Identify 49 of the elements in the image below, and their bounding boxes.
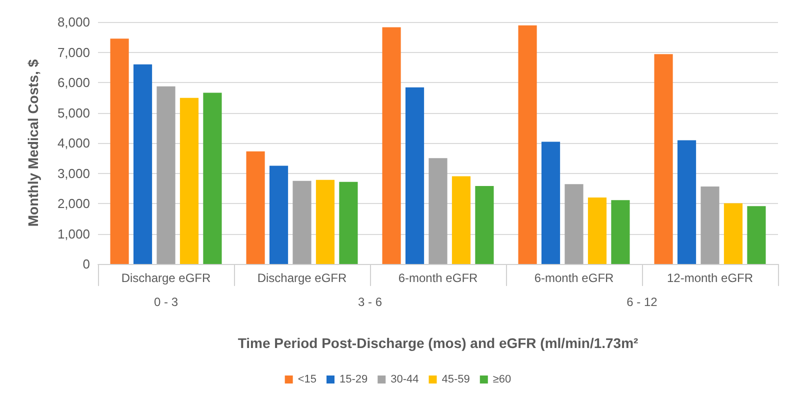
bar: [518, 25, 537, 264]
bar: [203, 92, 222, 264]
bar: [156, 86, 176, 264]
legend-label: 15-29: [339, 374, 368, 386]
x-tick-label: 12-month eGFR: [666, 271, 754, 285]
bar: [588, 197, 607, 264]
bar: [677, 140, 696, 264]
y-tick-label: 8,000: [57, 14, 90, 30]
legend-label: <15: [298, 374, 317, 386]
bar: [382, 27, 401, 264]
bar: [405, 87, 424, 264]
x-tick-label: Discharge eGFR: [257, 271, 348, 285]
text: 6 - 12: [626, 295, 658, 309]
text: 3 - 6: [358, 295, 382, 309]
bar: [339, 182, 358, 264]
bar: [292, 180, 312, 264]
bar: [452, 176, 471, 264]
bar: [654, 54, 673, 264]
bar: [269, 166, 288, 264]
y-tick-label: 0: [82, 256, 90, 272]
bar: [747, 206, 766, 264]
bar: [110, 38, 129, 264]
bar: [428, 158, 448, 264]
y-axis-title: Monthly Medical Costs, $: [25, 59, 41, 227]
y-tick-label: 7,000: [57, 44, 90, 60]
bar: [541, 142, 560, 264]
legend-label: 45-59: [442, 374, 470, 386]
y-tick-label: 3,000: [57, 166, 90, 181]
y-tick-label: 2,000: [57, 196, 90, 211]
bar: [246, 151, 265, 264]
x-tick-label: Discharge eGFR: [121, 271, 212, 285]
bar: [564, 184, 584, 264]
x-axis-title: Time Period Post-Discharge (mos) and eGFR (ml/min/1.73m²: [238, 335, 639, 351]
y-tick-label: 4,000: [57, 136, 90, 150]
bar: [700, 186, 720, 264]
bar: [611, 200, 630, 264]
y-tick-label: 5,000: [57, 105, 90, 120]
legend-label: ≥60: [492, 374, 512, 386]
x-tick-label: 6-month eGFR: [398, 271, 478, 285]
y-tick-label: 6,000: [57, 75, 90, 90]
bar: [316, 180, 335, 264]
x-tick-label: 6-month eGFR: [534, 271, 614, 285]
legend-label: 30-44: [390, 374, 419, 386]
bar: [133, 64, 152, 264]
bar: [475, 186, 494, 264]
bar: [180, 98, 199, 264]
text: 0 - 3: [154, 295, 178, 309]
y-tick-label: 1,000: [57, 226, 90, 242]
bar: [724, 203, 743, 264]
